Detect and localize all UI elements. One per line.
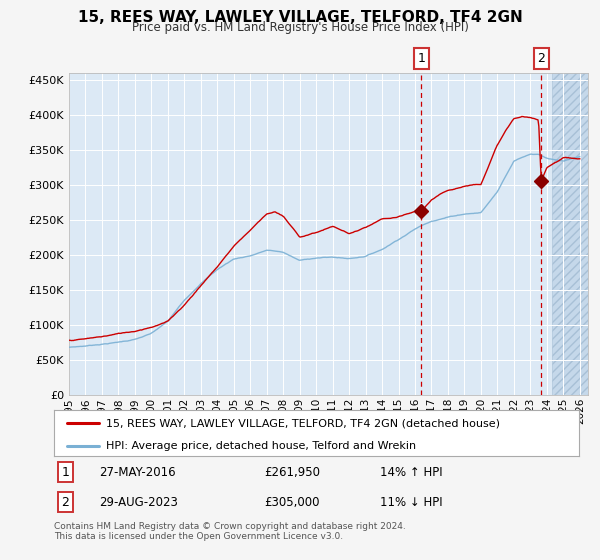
Text: 14% ↑ HPI: 14% ↑ HPI: [380, 465, 442, 479]
Text: Contains HM Land Registry data © Crown copyright and database right 2024.
This d: Contains HM Land Registry data © Crown c…: [54, 522, 406, 542]
Text: 15, REES WAY, LAWLEY VILLAGE, TELFORD, TF4 2GN (detached house): 15, REES WAY, LAWLEY VILLAGE, TELFORD, T…: [107, 418, 500, 428]
Text: 27-MAY-2016: 27-MAY-2016: [98, 465, 175, 479]
Text: 1: 1: [62, 465, 70, 479]
Text: 1: 1: [418, 52, 425, 65]
Text: HPI: Average price, detached house, Telford and Wrekin: HPI: Average price, detached house, Telf…: [107, 441, 416, 451]
Text: Price paid vs. HM Land Registry's House Price Index (HPI): Price paid vs. HM Land Registry's House …: [131, 21, 469, 34]
Text: 11% ↓ HPI: 11% ↓ HPI: [380, 496, 442, 509]
Text: £261,950: £261,950: [264, 465, 320, 479]
Text: 29-AUG-2023: 29-AUG-2023: [98, 496, 178, 509]
Text: 2: 2: [537, 52, 545, 65]
Bar: [552, 73, 596, 395]
Text: £305,000: £305,000: [264, 496, 320, 509]
Text: 2: 2: [62, 496, 70, 509]
Text: 15, REES WAY, LAWLEY VILLAGE, TELFORD, TF4 2GN: 15, REES WAY, LAWLEY VILLAGE, TELFORD, T…: [77, 10, 523, 25]
